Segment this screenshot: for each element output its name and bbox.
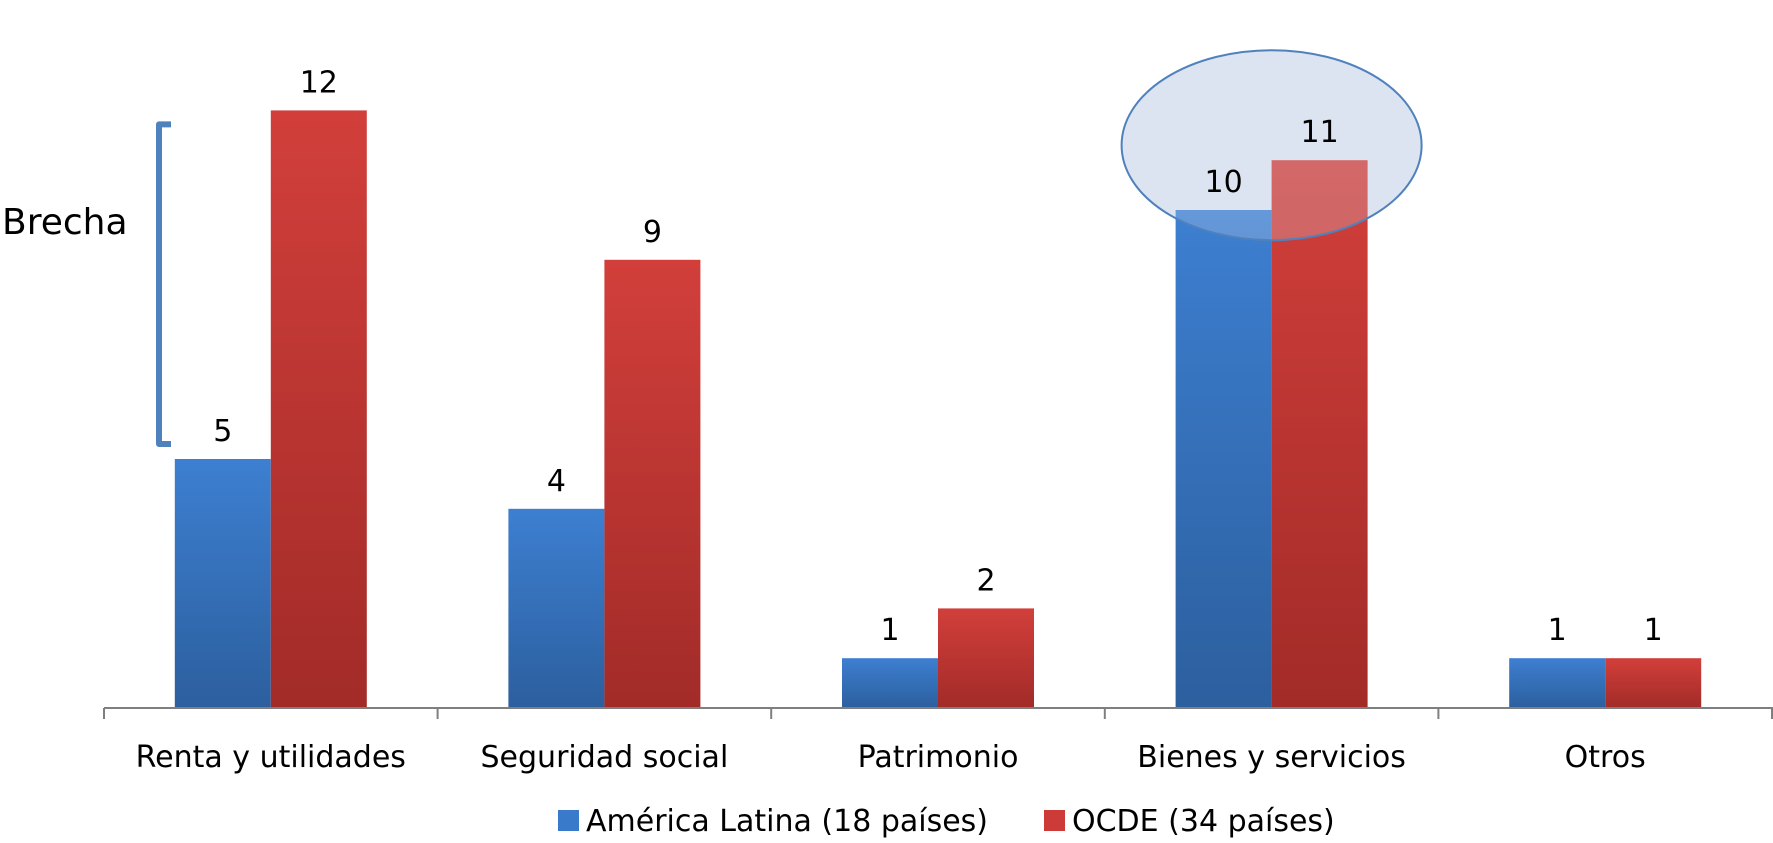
x-axis [103, 707, 1773, 719]
bar-ocde-34-paises-patrimonio [938, 608, 1034, 708]
highlight-ellipse [1120, 49, 1423, 242]
bar-america-latina-18-paises-otros [1509, 658, 1606, 708]
bars-layer [174, 110, 1702, 708]
data-label-ocde-34-paises-seguridad-social: 9 [643, 215, 662, 250]
gap-bracket-path [156, 121, 171, 447]
data-label-ocde-34-paises-otros: 1 [1644, 613, 1663, 648]
legend: América Latina (18 países) OCDE (34 país… [558, 804, 1335, 839]
category-label-renta-y-utilidades: Renta y utilidades [136, 740, 406, 775]
data-label-ocde-34-paises-renta-y-utilidades: 12 [300, 65, 338, 100]
gap-annotation-label: Brecha [2, 202, 128, 243]
data-label-america-latina-18-paises-patrimonio: 1 [880, 613, 899, 648]
category-label-bienes-y-servicios: Bienes y servicios [1137, 740, 1406, 775]
bar-ocde-34-paises-bienes-y-servicios [1271, 160, 1368, 708]
legend-swatch-ocde [1044, 810, 1065, 831]
category-label-seguridad-social: Seguridad social [481, 740, 729, 775]
bar-ocde-34-paises-renta-y-utilidades [270, 110, 367, 708]
category-label-otros: Otros [1565, 740, 1646, 775]
legend-label-ocde: OCDE (34 países) [1072, 804, 1335, 839]
highlight-overlay-layer [1120, 49, 1423, 242]
bar-ocde-34-paises-otros [1605, 658, 1702, 708]
data-label-america-latina-18-paises-renta-y-utilidades: 5 [213, 414, 232, 449]
category-labels-layer: Renta y utilidades Seguridad social Patrim… [136, 740, 1646, 775]
data-label-ocde-34-paises-patrimonio: 2 [976, 563, 995, 598]
category-label-patrimonio: Patrimonio [858, 740, 1019, 775]
bar-ocde-34-paises-seguridad-social [604, 259, 701, 708]
data-label-ocde-34-paises-bienes-y-servicios: 11 [1301, 115, 1339, 150]
data-label-america-latina-18-paises-bienes-y-servicios: 10 [1205, 165, 1243, 200]
legend-swatch-america-latina [558, 810, 579, 831]
bar-america-latina-18-paises-seguridad-social [508, 508, 605, 708]
legend-label-america-latina: América Latina (18 países) [586, 804, 988, 839]
bar-america-latina-18-paises-patrimonio [842, 658, 938, 708]
gap-bracket [156, 121, 171, 447]
data-label-america-latina-18-paises-otros: 1 [1548, 613, 1567, 648]
bar-america-latina-18-paises-renta-y-utilidades [174, 459, 271, 708]
data-label-america-latina-18-paises-seguridad-social: 4 [547, 464, 566, 499]
bar-america-latina-18-paises-bienes-y-servicios [1175, 210, 1272, 708]
